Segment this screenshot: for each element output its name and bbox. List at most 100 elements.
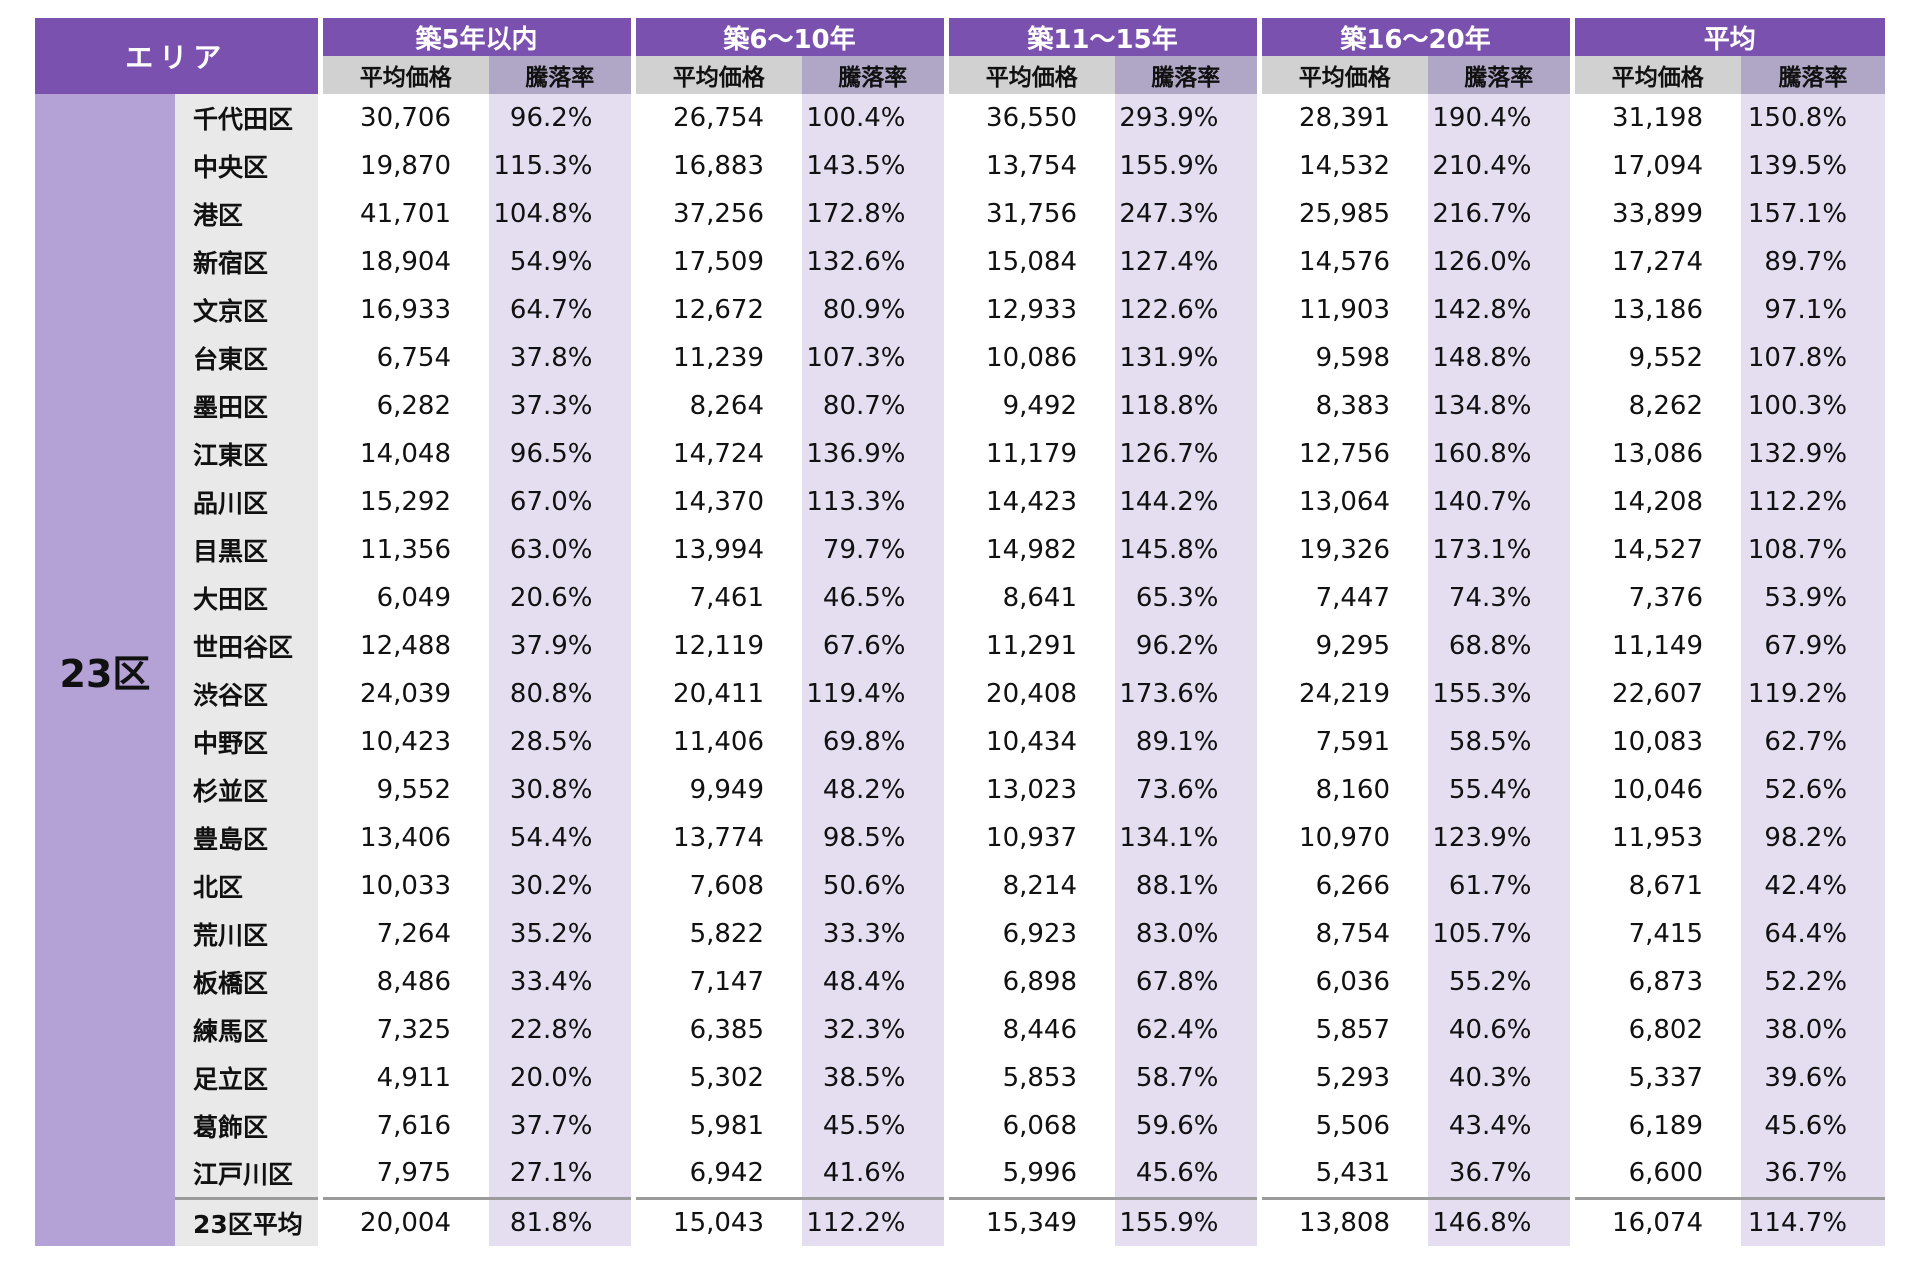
table-row: 中央区 19,870 115.3% 16,883 143.5% 13,754 1… — [35, 142, 1886, 190]
avg-price-cell: 17,274 — [1569, 238, 1742, 286]
change-rate-cell: 80.8% — [489, 670, 634, 718]
avg-price-cell: 20,004 — [317, 1196, 490, 1246]
ward-name-cell: 豊島区 — [175, 814, 321, 862]
subheader-change-rate: 騰落率 — [802, 56, 947, 94]
sub-header-row: 平均価格 騰落率 平均価格 騰落率 平均価格 騰落率 平均価格 騰落率 平均価格… — [35, 56, 1886, 94]
avg-price-cell: 7,447 — [1256, 574, 1429, 622]
avg-price-cell: 6,282 — [317, 382, 490, 430]
avg-price-cell: 11,179 — [943, 430, 1116, 478]
change-rate-cell: 108.7% — [1741, 526, 1886, 574]
change-rate-cell: 88.1% — [1115, 862, 1260, 910]
avg-price-cell: 10,937 — [943, 814, 1116, 862]
avg-price-cell: 8,486 — [317, 958, 490, 1006]
avg-price-cell: 13,023 — [943, 766, 1116, 814]
change-rate-cell: 114.7% — [1741, 1196, 1886, 1246]
change-rate-cell: 55.4% — [1428, 766, 1573, 814]
change-rate-cell: 145.8% — [1115, 526, 1260, 574]
avg-price-cell: 14,208 — [1569, 478, 1742, 526]
change-rate-cell: 65.3% — [1115, 574, 1260, 622]
avg-price-cell: 7,591 — [1256, 718, 1429, 766]
change-rate-cell: 190.4% — [1428, 94, 1573, 142]
avg-price-cell: 14,532 — [1256, 142, 1429, 190]
avg-price-cell: 11,149 — [1569, 622, 1742, 670]
change-rate-cell: 67.0% — [489, 478, 634, 526]
avg-price-cell: 6,385 — [630, 1006, 803, 1054]
avg-price-cell: 13,774 — [630, 814, 803, 862]
price-change-table: エリア 築5年以内 築6〜10年 築11〜15年 築16〜20年 平均 平均価格… — [35, 18, 1886, 1246]
change-rate-cell: 100.3% — [1741, 382, 1886, 430]
change-rate-cell: 150.8% — [1741, 94, 1886, 142]
avg-price-cell: 8,641 — [943, 574, 1116, 622]
avg-price-cell: 15,349 — [943, 1196, 1116, 1246]
avg-price-cell: 7,415 — [1569, 910, 1742, 958]
change-rate-cell: 45.5% — [802, 1102, 947, 1150]
avg-price-cell: 10,046 — [1569, 766, 1742, 814]
avg-price-cell: 5,431 — [1256, 1150, 1429, 1198]
ward-name-cell: 目黒区 — [175, 526, 321, 574]
avg-price-cell: 15,043 — [630, 1196, 803, 1246]
subheader-change-rate: 騰落率 — [1428, 56, 1573, 94]
avg-price-cell: 6,189 — [1569, 1102, 1742, 1150]
avg-price-cell: 8,214 — [943, 862, 1116, 910]
avg-price-cell: 22,607 — [1569, 670, 1742, 718]
change-rate-cell: 155.3% — [1428, 670, 1573, 718]
change-rate-cell: 20.6% — [489, 574, 634, 622]
avg-price-cell: 9,552 — [1569, 334, 1742, 382]
table-header: エリア 築5年以内 築6〜10年 築11〜15年 築16〜20年 平均 平均価格… — [35, 18, 1886, 94]
avg-price-cell: 8,446 — [943, 1006, 1116, 1054]
table-body: 23区 千代田区 30,706 96.2% 26,754 100.4% 36,5… — [35, 94, 1886, 1246]
avg-price-cell: 10,970 — [1256, 814, 1429, 862]
change-rate-cell: 100.4% — [802, 94, 947, 142]
table-row: 杉並区 9,552 30.8% 9,949 48.2% 13,023 73.6%… — [35, 766, 1886, 814]
change-rate-cell: 64.7% — [489, 286, 634, 334]
avg-price-cell: 14,423 — [943, 478, 1116, 526]
avg-price-cell: 7,264 — [317, 910, 490, 958]
table-row: 江戸川区 7,975 27.1% 6,942 41.6% 5,996 45.6%… — [35, 1150, 1886, 1198]
ward-name-cell: 杉並区 — [175, 766, 321, 814]
table-row: 豊島区 13,406 54.4% 13,774 98.5% 10,937 134… — [35, 814, 1886, 862]
change-rate-cell: 112.2% — [1741, 478, 1886, 526]
avg-price-cell: 9,949 — [630, 766, 803, 814]
avg-price-cell: 10,033 — [317, 862, 490, 910]
change-rate-cell: 74.3% — [1428, 574, 1573, 622]
change-rate-cell: 96.5% — [489, 430, 634, 478]
table-row: 台東区 6,754 37.8% 11,239 107.3% 10,086 131… — [35, 334, 1886, 382]
avg-price-cell: 31,198 — [1569, 94, 1742, 142]
ward-name-cell: 北区 — [175, 862, 321, 910]
col-group-built-6-10y: 築6〜10年 — [630, 18, 947, 56]
change-rate-cell: 80.9% — [802, 286, 947, 334]
avg-price-cell: 6,942 — [630, 1150, 803, 1198]
change-rate-cell: 45.6% — [1741, 1102, 1886, 1150]
avg-price-cell: 20,411 — [630, 670, 803, 718]
avg-price-cell: 10,086 — [943, 334, 1116, 382]
subheader-avg-price: 平均価格 — [317, 56, 490, 94]
change-rate-cell: 22.8% — [489, 1006, 634, 1054]
avg-price-cell: 5,337 — [1569, 1054, 1742, 1102]
change-rate-cell: 58.5% — [1428, 718, 1573, 766]
ward-name-cell: 文京区 — [175, 286, 321, 334]
change-rate-cell: 139.5% — [1741, 142, 1886, 190]
change-rate-cell: 160.8% — [1428, 430, 1573, 478]
table-row: 板橋区 8,486 33.4% 7,147 48.4% 6,898 67.8% … — [35, 958, 1886, 1006]
change-rate-cell: 54.4% — [489, 814, 634, 862]
avg-price-cell: 7,147 — [630, 958, 803, 1006]
change-rate-cell: 172.8% — [802, 190, 947, 238]
change-rate-cell: 126.0% — [1428, 238, 1573, 286]
change-rate-cell: 64.4% — [1741, 910, 1886, 958]
row-group-label: 23区 — [35, 94, 175, 1246]
ward-name-cell: 江戸川区 — [175, 1150, 321, 1198]
ward-name-cell: 墨田区 — [175, 382, 321, 430]
change-rate-cell: 148.8% — [1428, 334, 1573, 382]
avg-price-cell: 8,262 — [1569, 382, 1742, 430]
change-rate-cell: 52.2% — [1741, 958, 1886, 1006]
col-group-average: 平均 — [1569, 18, 1886, 56]
change-rate-cell: 115.3% — [489, 142, 634, 190]
avg-price-cell: 5,857 — [1256, 1006, 1429, 1054]
change-rate-cell: 136.9% — [802, 430, 947, 478]
change-rate-cell: 38.0% — [1741, 1006, 1886, 1054]
change-rate-cell: 293.9% — [1115, 94, 1260, 142]
change-rate-cell: 32.3% — [802, 1006, 947, 1054]
avg-price-cell: 12,756 — [1256, 430, 1429, 478]
avg-price-cell: 6,754 — [317, 334, 490, 382]
table-row: 港区 41,701 104.8% 37,256 172.8% 31,756 24… — [35, 190, 1886, 238]
